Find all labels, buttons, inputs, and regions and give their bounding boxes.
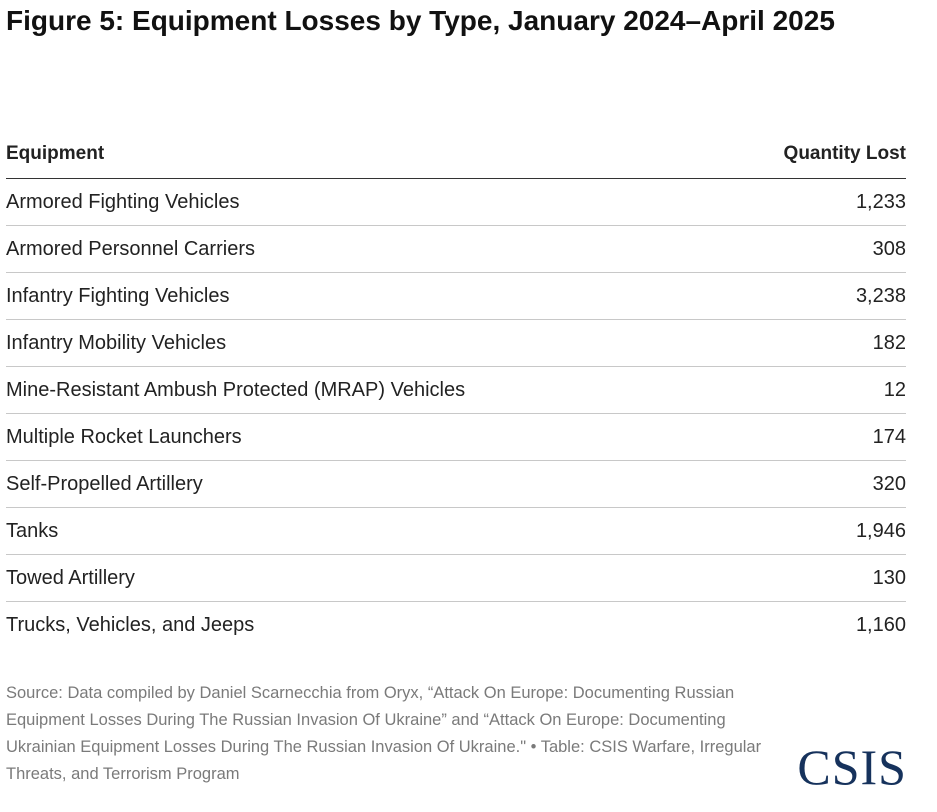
quantity-value: 174: [872, 425, 906, 448]
equipment-table: Equipment Quantity Lost Armored Fighting…: [6, 130, 906, 648]
quantity-value: 12: [883, 378, 906, 401]
table-row: Mine-Resistant Ambush Protected (MRAP) V…: [6, 367, 906, 414]
quantity-value: 1,946: [855, 519, 906, 542]
equipment-label: Towed Artillery: [6, 566, 135, 589]
quantity-value: 1,233: [855, 190, 906, 213]
column-header-equipment: Equipment: [6, 143, 105, 164]
table-header: Equipment Quantity Lost: [6, 130, 906, 179]
page-title: Figure 5: Equipment Losses by Type, Janu…: [6, 5, 835, 36]
equipment-label: Armored Fighting Vehicles: [6, 190, 240, 213]
equipment-label: Multiple Rocket Launchers: [6, 425, 242, 448]
quantity-value: 308: [872, 237, 906, 260]
table-row: Tanks 1,946: [6, 508, 906, 555]
equipment-label: Trucks, Vehicles, and Jeeps: [6, 613, 255, 636]
equipment-label: Tanks: [6, 519, 59, 542]
equipment-label: Infantry Fighting Vehicles: [6, 284, 230, 307]
source-note: Source: Data compiled by Daniel Scarnecc…: [6, 684, 762, 783]
table-row: Towed Artillery 130: [6, 555, 906, 602]
table-body: Armored Fighting Vehicles 1,233 Armored Pe…: [6, 179, 906, 648]
table-row: Self-Propelled Artillery 320: [6, 461, 906, 508]
table-row: Multiple Rocket Launchers 174: [6, 414, 906, 461]
table-row: Infantry Mobility Vehicles 182: [6, 320, 906, 367]
quantity-value: 130: [872, 566, 906, 589]
equipment-label: Mine-Resistant Ambush Protected (MRAP) V…: [6, 378, 466, 401]
equipment-label: Self-Propelled Artillery: [6, 472, 203, 495]
quantity-value: 320: [872, 472, 906, 495]
quantity-value: 3,238: [855, 284, 906, 307]
column-header-quantity: Quantity Lost: [783, 143, 906, 164]
table-row: Trucks, Vehicles, and Jeeps 1,160: [6, 602, 906, 648]
table-row: Armored Fighting Vehicles 1,233: [6, 179, 906, 226]
equipment-label: Armored Personnel Carriers: [6, 237, 255, 260]
csis-logo: CSIS: [797, 739, 907, 795]
equipment-label: Infantry Mobility Vehicles: [6, 331, 227, 354]
table-row: Armored Personnel Carriers 308: [6, 226, 906, 273]
table-row: Infantry Fighting Vehicles 3,238: [6, 273, 906, 320]
quantity-value: 182: [872, 331, 906, 354]
quantity-value: 1,160: [855, 613, 906, 636]
